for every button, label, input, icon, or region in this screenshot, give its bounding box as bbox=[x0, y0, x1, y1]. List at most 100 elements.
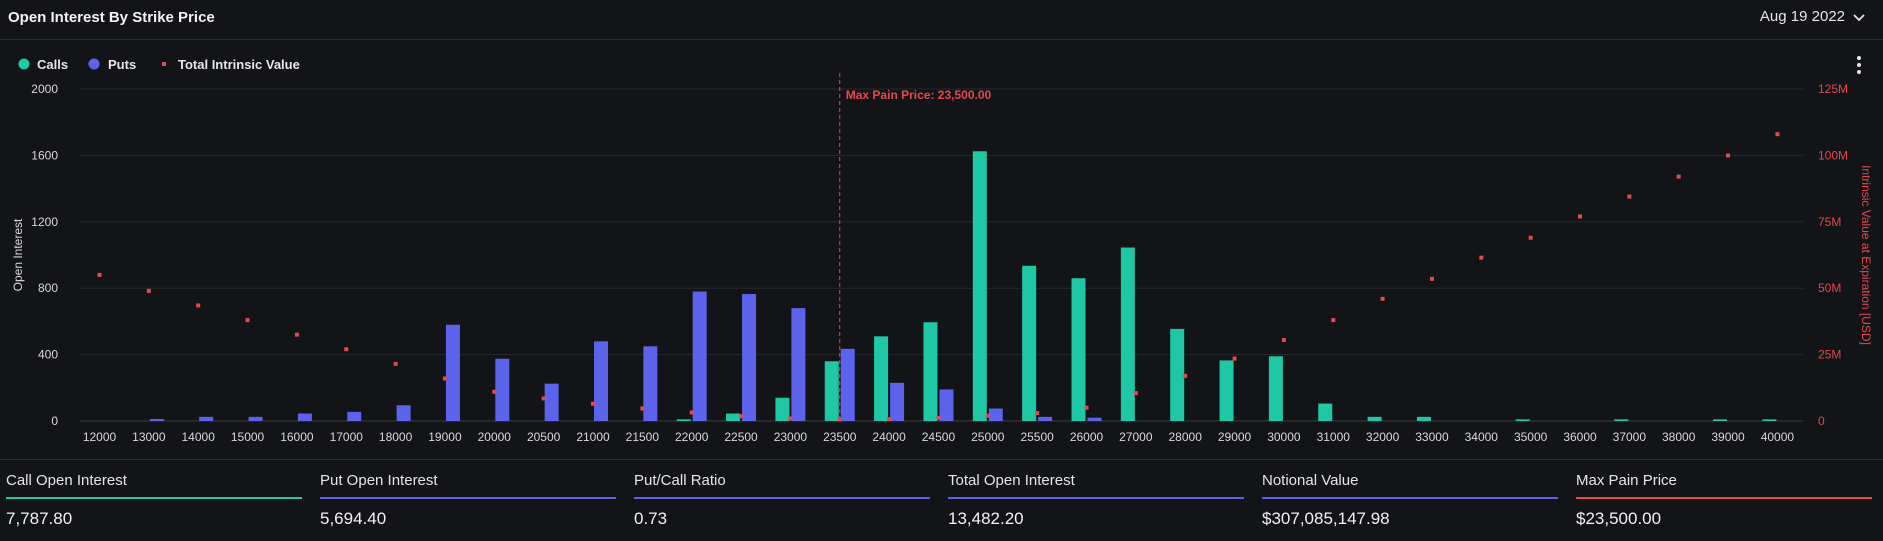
stat-label: Call Open Interest bbox=[6, 472, 127, 489]
y2-tick-label: 50M bbox=[1818, 281, 1841, 295]
x-tick-label: 23500 bbox=[823, 430, 857, 444]
y-tick-label: 1600 bbox=[31, 148, 58, 162]
intrinsic-value-point bbox=[442, 376, 447, 381]
x-tick-label: 23000 bbox=[774, 430, 808, 444]
calls-bar bbox=[1713, 419, 1728, 421]
intrinsic-value-point bbox=[541, 396, 546, 401]
y2-tick-label: 100M bbox=[1818, 148, 1848, 162]
intrinsic-value-point bbox=[985, 413, 990, 418]
puts-bar bbox=[544, 383, 559, 421]
stat-value: 0.73 bbox=[634, 509, 668, 528]
intrinsic-value-point bbox=[739, 414, 744, 419]
max-pain-label: Max Pain Price: 23,500.00 bbox=[846, 88, 992, 102]
stat-value: 13,482.20 bbox=[948, 509, 1024, 528]
more-options-icon[interactable] bbox=[1855, 56, 1863, 76]
intrinsic-value-point bbox=[788, 416, 793, 421]
intrinsic-value-point bbox=[1380, 296, 1385, 301]
intrinsic-value-point bbox=[1479, 255, 1484, 260]
calls-bar bbox=[676, 419, 691, 421]
x-tick-label: 24500 bbox=[922, 430, 956, 444]
intrinsic-value-point bbox=[146, 288, 151, 293]
intrinsic-value-point bbox=[1775, 132, 1780, 137]
stat-underline bbox=[634, 497, 930, 499]
intrinsic-value-point bbox=[1528, 235, 1533, 240]
intrinsic-value-point bbox=[1232, 356, 1237, 361]
calls-bar bbox=[1416, 416, 1431, 421]
legend-intrinsic-marker bbox=[162, 62, 166, 66]
calls-bar bbox=[972, 151, 987, 421]
x-tick-label: 26000 bbox=[1070, 430, 1104, 444]
intrinsic-value-point bbox=[1183, 373, 1188, 378]
x-tick-label: 25500 bbox=[1020, 430, 1054, 444]
chevron-down-icon bbox=[1853, 13, 1865, 21]
puts-bar bbox=[248, 416, 263, 421]
puts-bar bbox=[1087, 417, 1102, 421]
chart-header: Open Interest By Strike Price Aug 19 202… bbox=[0, 0, 1883, 40]
calls-bar bbox=[1170, 328, 1185, 421]
puts-bar bbox=[1038, 416, 1053, 421]
intrinsic-value-point bbox=[196, 303, 201, 308]
stat-label: Put Open Interest bbox=[320, 472, 438, 489]
legend-calls-marker bbox=[18, 58, 30, 70]
y2-tick-label: 0 bbox=[1818, 414, 1825, 428]
chart-title: Open Interest By Strike Price bbox=[8, 9, 215, 26]
x-tick-label: 30000 bbox=[1267, 430, 1301, 444]
stat-label: Total Open Interest bbox=[948, 472, 1075, 489]
calls-bar bbox=[1071, 278, 1086, 421]
x-tick-label: 38000 bbox=[1662, 430, 1696, 444]
x-tick-label: 28000 bbox=[1169, 430, 1203, 444]
x-tick-label: 16000 bbox=[280, 430, 314, 444]
calls-bar bbox=[1219, 360, 1234, 421]
calls-bar bbox=[1762, 419, 1777, 421]
puts-bar bbox=[939, 389, 954, 421]
puts-bar bbox=[840, 348, 855, 421]
calls-bar bbox=[775, 397, 790, 421]
intrinsic-value-point bbox=[1281, 337, 1286, 342]
intrinsic-value-point bbox=[393, 361, 398, 366]
x-tick-label: 33000 bbox=[1415, 430, 1449, 444]
legend-intrinsic-label: Total Intrinsic Value bbox=[178, 57, 300, 72]
legend-puts-label: Puts bbox=[108, 57, 136, 72]
calls-bar bbox=[1614, 419, 1629, 421]
x-tick-label: 32000 bbox=[1366, 430, 1400, 444]
y-tick-label: 800 bbox=[38, 281, 58, 295]
x-tick-label: 36000 bbox=[1563, 430, 1597, 444]
puts-bar bbox=[396, 405, 411, 421]
x-tick-label: 15000 bbox=[231, 430, 265, 444]
puts-bar bbox=[445, 324, 460, 421]
intrinsic-value-point bbox=[492, 389, 497, 394]
x-tick-label: 35000 bbox=[1514, 430, 1548, 444]
chart-legend: Calls Puts Total Intrinsic Value bbox=[18, 57, 300, 72]
stat-value: 5,694.40 bbox=[320, 509, 387, 528]
intrinsic-value-point bbox=[1676, 174, 1681, 179]
intrinsic-value-point bbox=[97, 272, 102, 277]
y2-tick-label: 75M bbox=[1818, 215, 1841, 229]
stat-underline bbox=[1262, 497, 1558, 499]
expiry-date-dropdown[interactable]: Aug 19 2022 bbox=[1760, 8, 1867, 25]
calls-bar bbox=[1120, 247, 1135, 421]
y-axis-title: Open Interest bbox=[11, 218, 25, 291]
puts-bar bbox=[199, 416, 214, 421]
intrinsic-value-point bbox=[591, 401, 595, 406]
x-tick-label: 17000 bbox=[330, 430, 364, 444]
puts-bar bbox=[643, 346, 658, 421]
stat-underline bbox=[1576, 497, 1872, 499]
x-tick-label: 21500 bbox=[626, 430, 660, 444]
puts-bar bbox=[297, 413, 312, 421]
intrinsic-value-point bbox=[1578, 214, 1582, 219]
x-tick-label: 21000 bbox=[576, 430, 610, 444]
x-tick-label: 18000 bbox=[379, 430, 413, 444]
x-tick-label: 31000 bbox=[1317, 430, 1351, 444]
legend-puts-marker bbox=[88, 58, 100, 70]
stat-label: Max Pain Price bbox=[1576, 472, 1677, 489]
puts-bar bbox=[890, 382, 905, 421]
calls-bar bbox=[1268, 356, 1283, 421]
y2-tick-label: 25M bbox=[1818, 348, 1841, 362]
puts-bar bbox=[692, 291, 707, 421]
intrinsic-value-point bbox=[689, 410, 694, 415]
x-tick-label: 20500 bbox=[527, 430, 561, 444]
y-tick-label: 1200 bbox=[31, 215, 58, 229]
stat-underline bbox=[6, 497, 302, 499]
intrinsic-value-point bbox=[887, 417, 892, 422]
intrinsic-value-point bbox=[294, 332, 299, 337]
